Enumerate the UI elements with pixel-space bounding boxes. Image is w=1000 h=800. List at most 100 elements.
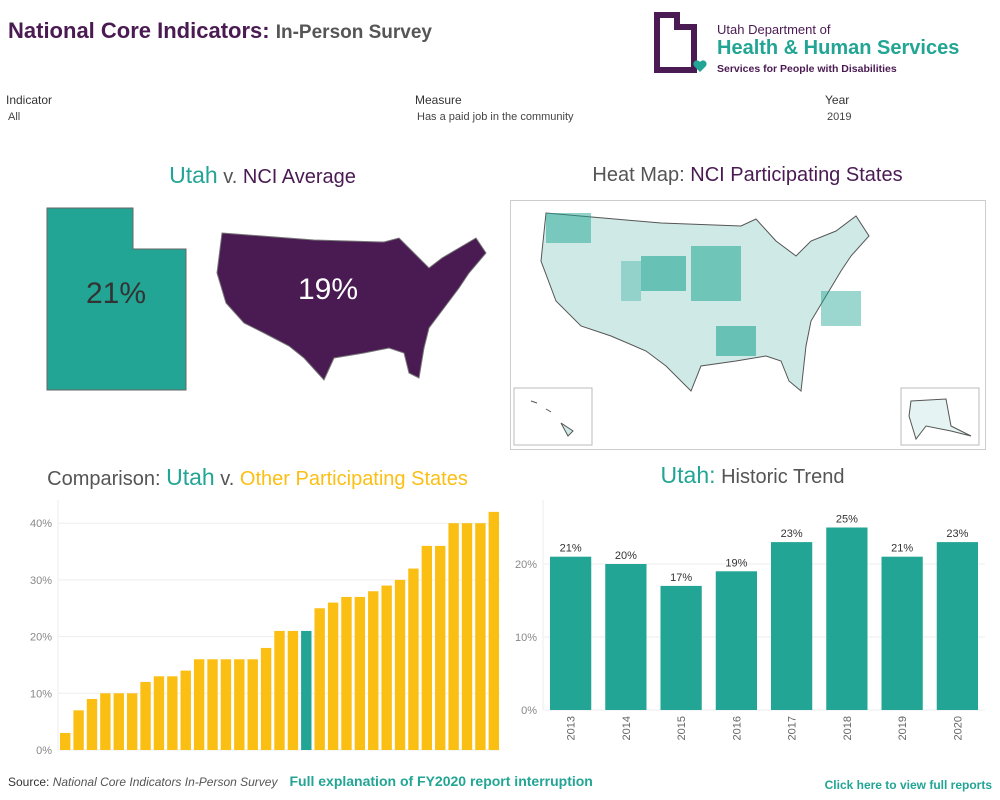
comparison-chart: 0% 10% 20% 30% 40% (30, 500, 500, 757)
heatmap-map (513, 212, 980, 446)
state-bar (73, 710, 84, 750)
t: Heat Map: (592, 164, 685, 186)
trend-bar (881, 556, 923, 710)
utah-map-shape (46, 207, 187, 391)
state-bar (153, 676, 165, 750)
data-label: 20% (615, 550, 637, 562)
state-bar (220, 659, 232, 750)
x-tick-label: 2019 (897, 716, 909, 740)
state-bar (475, 523, 486, 750)
state-bar (234, 659, 245, 750)
x-tick-label: 2016 (731, 716, 743, 740)
state-bar (341, 596, 352, 750)
state-bar (140, 681, 151, 750)
logo-line3: Services for People with Disabilities (717, 63, 897, 75)
source-label: Source: (8, 775, 50, 789)
utah-vs-nci-title: Utah v. NCI Average (0, 162, 525, 189)
comparison-title: Comparison: Utah v. Other Participating … (0, 464, 515, 491)
data-label: 21% (891, 543, 913, 555)
state-bar (113, 693, 124, 750)
filter-value: All (8, 111, 21, 123)
trend-title: Utah: Historic Trend (515, 462, 990, 489)
state-bar (448, 523, 459, 750)
y-tick-label: 20% (515, 559, 537, 571)
y-tick-label: 10% (30, 688, 52, 700)
state-bar (381, 585, 392, 750)
t: v. (220, 468, 235, 490)
state-bar (394, 579, 406, 750)
footer-row: Source: National Core Indicators In-Pers… (8, 773, 593, 789)
title-main: National Core Indicators: (8, 18, 270, 43)
y-tick-label: 30% (30, 575, 52, 587)
heatmap-panel[interactable] (510, 200, 986, 450)
trend-bar (715, 571, 757, 710)
data-label: 19% (725, 557, 747, 569)
state-bar (314, 608, 325, 750)
state-bar (327, 602, 339, 750)
filter-value: 2019 (827, 111, 852, 123)
trend-bar (550, 556, 592, 710)
filter-year[interactable]: Year 2019 (825, 93, 851, 123)
t: Historic Trend (721, 466, 845, 488)
state-bar (260, 647, 272, 750)
filter-measure[interactable]: Measure Has a paid job in the community (415, 93, 574, 123)
x-tick-label: 2015 (676, 716, 688, 740)
x-tick-label: 2017 (787, 716, 799, 740)
nci-value: 19% (298, 273, 359, 306)
data-label: 23% (781, 528, 803, 540)
data-label: 25% (836, 514, 858, 526)
full-reports-link[interactable]: Click here to view full reports (824, 778, 992, 792)
state-bar (193, 659, 205, 750)
t: NCI Average (242, 166, 356, 188)
t: v. (223, 166, 238, 188)
state-bar (435, 545, 446, 750)
trend-chart: 0% 10% 20% 21% 2013 20% 2014 17% 2015 19% 2016 23% 2… (515, 500, 985, 740)
t: Utah (169, 162, 218, 188)
t: Comparison: (47, 468, 161, 490)
filter-value: Has a paid job in the community (417, 111, 574, 123)
state-bar (354, 596, 366, 750)
source-text: National Core Indicators In-Person Surve… (52, 775, 278, 789)
y-tick-label: 20% (30, 632, 52, 644)
data-label: 21% (560, 543, 582, 555)
page-title: National Core Indicators: In-Person Surv… (8, 18, 432, 44)
state-bar (100, 693, 111, 750)
state-bar (86, 698, 98, 750)
state-bar (247, 659, 258, 750)
y-tick-label: 10% (515, 632, 537, 644)
filter-label: Measure (415, 93, 462, 107)
trend-bar (826, 527, 868, 710)
filter-indicator[interactable]: Indicator All (6, 93, 52, 123)
state-bar (408, 568, 419, 750)
trend-bar (936, 542, 978, 710)
state-bar (126, 693, 138, 750)
y-tick-label: 0% (36, 745, 52, 757)
state-bar (274, 630, 285, 750)
fy2020-explanation-link[interactable]: Full explanation of FY2020 report interr… (289, 773, 593, 789)
logo-line1: Utah Department of (717, 22, 831, 37)
x-tick-label: 2020 (952, 716, 964, 740)
source-note: Source: National Core Indicators In-Pers… (8, 775, 277, 789)
t: Utah: (660, 462, 716, 488)
trend-bar (660, 585, 702, 710)
state-bar (421, 545, 433, 750)
x-tick-label: 2013 (566, 716, 578, 740)
utah-bar (301, 630, 312, 750)
us-map-shape (216, 232, 487, 381)
x-tick-label: 2018 (842, 716, 854, 740)
state-bar (167, 676, 178, 750)
t: NCI Participating States (690, 164, 903, 186)
utah-logo-icon (654, 12, 707, 73)
data-label: 23% (946, 528, 968, 540)
y-tick-label: 0% (521, 705, 537, 717)
t: Utah (166, 464, 215, 490)
logo-line2: Health & Human Services (717, 37, 960, 59)
state-bar (207, 659, 218, 750)
dhhs-logo: Utah Department of Health & Human Servic… (653, 12, 993, 76)
state-bar (287, 630, 299, 750)
state-bar (60, 732, 71, 750)
t: Other Participating States (239, 468, 468, 490)
trend-bar (771, 542, 813, 710)
trend-bar (605, 564, 647, 710)
state-bar (368, 591, 379, 750)
